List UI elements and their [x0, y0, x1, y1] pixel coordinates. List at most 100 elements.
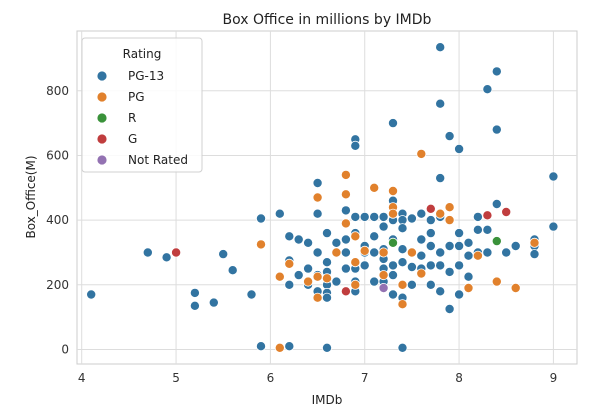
data-point	[218, 249, 229, 260]
data-point	[435, 208, 446, 219]
data-point	[482, 210, 493, 221]
data-point	[416, 234, 427, 245]
data-point	[312, 271, 323, 282]
data-point	[425, 260, 436, 271]
legend-marker	[96, 112, 108, 124]
data-point	[293, 234, 304, 245]
data-point	[369, 247, 380, 258]
data-point	[425, 228, 436, 239]
data-point	[435, 286, 446, 297]
data-point	[387, 185, 398, 196]
data-point	[529, 249, 540, 260]
data-point	[86, 289, 97, 300]
data-point	[425, 240, 436, 251]
data-point	[444, 240, 455, 251]
data-point	[444, 131, 455, 142]
data-point	[359, 211, 370, 222]
data-point	[406, 213, 417, 224]
data-point	[425, 203, 436, 214]
data-point	[378, 270, 389, 281]
data-point	[454, 228, 465, 239]
data-point	[369, 211, 380, 222]
data-point	[340, 189, 351, 200]
data-point	[501, 247, 512, 258]
data-point	[274, 208, 285, 219]
data-point	[321, 292, 332, 303]
data-point	[255, 213, 266, 224]
legend-label: PG-13	[128, 69, 164, 83]
data-point	[303, 237, 314, 248]
data-point	[312, 177, 323, 188]
data-point	[472, 211, 483, 222]
data-point	[435, 173, 446, 184]
data-point	[416, 148, 427, 159]
data-point	[378, 282, 389, 293]
data-point	[350, 211, 361, 222]
data-point	[510, 240, 521, 251]
data-point	[350, 257, 361, 268]
data-point	[482, 224, 493, 235]
data-point	[387, 208, 398, 219]
x-tick-label: 5	[172, 371, 180, 385]
data-point	[548, 171, 559, 182]
data-point	[321, 228, 332, 239]
data-point	[331, 276, 342, 287]
data-point	[255, 341, 266, 352]
y-tick-label: 200	[46, 278, 69, 292]
data-point	[312, 292, 323, 303]
data-point	[378, 221, 389, 232]
data-point	[340, 263, 351, 274]
data-point	[406, 247, 417, 258]
data-point	[274, 271, 285, 282]
x-axis-ticks: 4 5 6 7 8 9	[78, 371, 557, 385]
data-point	[463, 282, 474, 293]
data-point	[387, 289, 398, 300]
legend-label: PG	[128, 90, 145, 104]
data-point	[454, 143, 465, 154]
data-point	[312, 208, 323, 219]
data-point	[189, 300, 200, 311]
data-point	[227, 265, 238, 276]
data-point	[359, 245, 370, 256]
x-axis-label: IMDb	[312, 393, 343, 407]
data-point	[510, 282, 521, 293]
data-point	[369, 276, 380, 287]
data-point	[284, 258, 295, 269]
data-point	[397, 279, 408, 290]
legend: Rating PG-13 PG RG Not Rated	[81, 37, 203, 173]
data-point	[387, 260, 398, 271]
data-point	[444, 215, 455, 226]
data-point	[425, 215, 436, 226]
data-point	[406, 261, 417, 272]
data-point	[340, 286, 351, 297]
data-point	[378, 211, 389, 222]
data-point	[331, 247, 342, 258]
data-point	[491, 198, 502, 209]
data-point	[340, 169, 351, 180]
data-point	[416, 208, 427, 219]
data-point	[454, 240, 465, 251]
data-point	[444, 266, 455, 277]
data-points	[86, 42, 559, 353]
data-point	[369, 182, 380, 193]
data-point	[171, 247, 182, 258]
data-point	[359, 260, 370, 271]
data-point	[312, 192, 323, 203]
data-point	[463, 271, 474, 282]
data-point	[472, 250, 483, 261]
data-point	[529, 237, 540, 248]
x-tick-label: 9	[550, 371, 558, 385]
data-point	[463, 250, 474, 261]
legend-label: R	[128, 111, 136, 125]
legend-marker	[96, 133, 108, 145]
data-point	[274, 342, 285, 353]
legend-marker	[96, 154, 108, 166]
data-point	[397, 299, 408, 310]
data-point	[491, 236, 502, 247]
data-point	[340, 205, 351, 216]
data-point	[482, 247, 493, 258]
chart-title: Box Office in millions by IMDb	[223, 12, 432, 28]
data-point	[387, 270, 398, 281]
data-point	[284, 341, 295, 352]
data-point	[284, 279, 295, 290]
